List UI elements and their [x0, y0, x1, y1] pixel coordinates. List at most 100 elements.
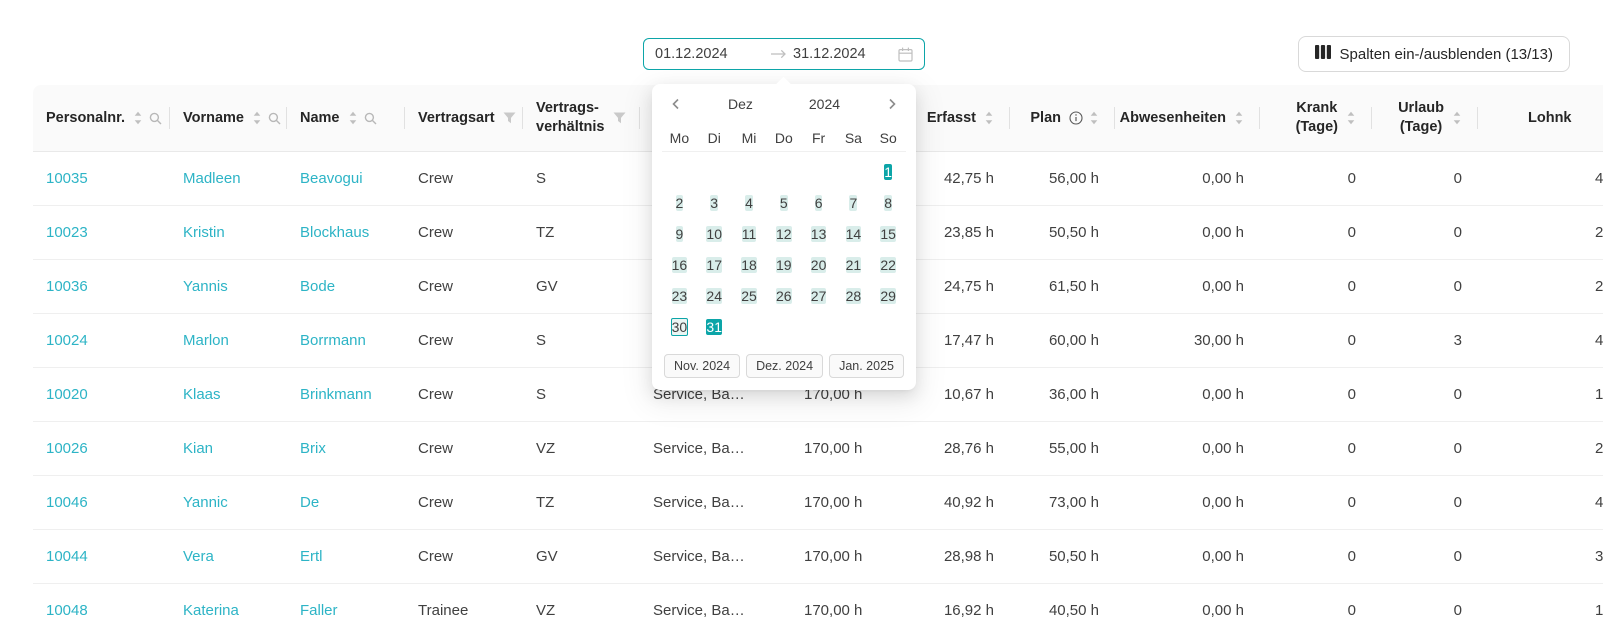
sort-icon[interactable] — [1452, 111, 1462, 125]
start-date-input[interactable]: 01.12.2024 — [655, 46, 728, 62]
day-cell[interactable]: 25 — [741, 287, 757, 304]
cell-vorname[interactable]: Katerina — [183, 602, 239, 619]
calendar-grid: 1 2 3 4 5 6 7 8 9 10 11 12 13 14 15 16 17 18 19 20 21 22 23 24 2… — [652, 156, 916, 342]
year-select[interactable]: 2024 — [808, 96, 841, 112]
column-header-vertragsverhaeltnis[interactable]: Vertrags-verhältnis — [523, 85, 640, 151]
day-cell[interactable]: 1 — [884, 163, 893, 180]
cell-abwesenheiten: 0,00 h — [1202, 494, 1244, 511]
cell-personalnr[interactable]: 10023 — [46, 224, 88, 241]
search-icon[interactable] — [364, 112, 377, 125]
column-header-name[interactable]: Name — [287, 85, 405, 151]
day-cell[interactable]: 11 — [741, 225, 757, 242]
cell-name[interactable]: Borrmann — [300, 332, 366, 349]
cell-vorname[interactable]: Yannis — [183, 278, 228, 295]
cell-name[interactable]: Brinkmann — [300, 386, 372, 403]
cell-name[interactable]: Bode — [300, 278, 336, 295]
month-select[interactable]: Dez — [727, 96, 753, 112]
day-cell[interactable]: 17 — [706, 256, 722, 273]
cell-name[interactable]: De — [300, 494, 320, 511]
sort-icon[interactable] — [1234, 111, 1244, 125]
column-header-vertragsart[interactable]: Vertragsart — [405, 85, 523, 151]
preset-button-jan-2025[interactable]: Jan. 2025 — [829, 354, 904, 378]
day-cell[interactable]: 14 — [845, 225, 862, 242]
cell-personalnr[interactable]: 10046 — [46, 494, 88, 511]
cell-personalnr[interactable]: 10024 — [46, 332, 88, 349]
column-header-personalnr[interactable]: Personalnr. — [33, 85, 170, 151]
column-header-abwesenheiten[interactable]: Abwesenheiten — [1115, 85, 1260, 151]
sort-icon[interactable] — [252, 111, 262, 125]
filter-icon[interactable] — [613, 112, 626, 124]
sort-icon[interactable] — [1089, 111, 1099, 125]
search-icon[interactable] — [268, 112, 281, 125]
cell-personalnr[interactable]: 10044 — [46, 548, 88, 565]
cell-name[interactable]: Ertl — [300, 548, 323, 565]
calendar-week-row: 16 17 18 19 20 21 22 — [652, 249, 916, 280]
cell-vorname[interactable]: Yannic — [183, 494, 228, 511]
cell-name[interactable]: Beavogui — [300, 170, 363, 187]
cell-personalnr[interactable]: 10026 — [46, 440, 88, 457]
columns-toggle-button[interactable]: Spalten ein-/ausblenden (13/13) — [1297, 36, 1570, 72]
sort-icon[interactable] — [984, 111, 994, 125]
day-cell[interactable]: 15 — [880, 225, 896, 242]
day-cell[interactable]: 26 — [776, 287, 792, 304]
day-cell[interactable]: 2 — [675, 194, 684, 211]
day-cell[interactable]: 6 — [814, 194, 823, 211]
cell-personalnr[interactable]: 10020 — [46, 386, 88, 403]
info-icon[interactable] — [1069, 111, 1083, 125]
cell-name[interactable]: Blockhaus — [300, 224, 370, 241]
cell-vorname[interactable]: Kristin — [183, 224, 225, 241]
day-cell[interactable]: 9 — [675, 225, 684, 242]
cell-vorname[interactable]: Kian — [183, 440, 214, 457]
cell-vorname[interactable]: Klaas — [183, 386, 221, 403]
cell-erfasst: 42,75 h — [943, 170, 994, 187]
day-cell[interactable]: 8 — [884, 194, 893, 211]
search-icon[interactable] — [149, 112, 162, 125]
filter-icon[interactable] — [503, 112, 516, 124]
next-month-button[interactable] — [886, 98, 898, 110]
end-date-input[interactable]: 31.12.2024 — [793, 46, 866, 62]
cell-personalnr[interactable]: 10035 — [46, 170, 88, 187]
weekday-row: Mo Di Mi Do Fr Sa So — [662, 124, 906, 152]
day-cell[interactable]: 18 — [741, 256, 757, 273]
cell-name[interactable]: Faller — [300, 602, 338, 619]
column-header-plan[interactable]: Plan — [1010, 85, 1115, 151]
column-header-vorname[interactable]: Vorname — [170, 85, 287, 151]
column-header-urlaub-tage[interactable]: Urlaub (Tage) — [1372, 85, 1478, 151]
day-cell[interactable]: 31 — [706, 318, 722, 335]
column-header-erfasst[interactable]: Erfasst — [902, 85, 1010, 151]
day-cell[interactable]: 19 — [776, 256, 792, 273]
day-cell[interactable]: 23 — [671, 287, 688, 304]
cell-personalnr[interactable]: 10048 — [46, 602, 88, 619]
day-cell[interactable]: 28 — [845, 287, 862, 304]
day-cell[interactable]: 22 — [880, 256, 896, 273]
sort-icon[interactable] — [348, 111, 358, 125]
cell-personalnr[interactable]: 10036 — [46, 278, 88, 295]
sort-icon[interactable] — [1346, 111, 1356, 125]
day-cell[interactable]: 16 — [671, 256, 688, 273]
day-cell[interactable]: 5 — [779, 194, 788, 211]
day-cell[interactable]: 27 — [810, 287, 827, 304]
column-header-krank-tage[interactable]: Krank (Tage) — [1260, 85, 1372, 151]
day-cell[interactable]: 21 — [845, 256, 862, 273]
day-cell[interactable]: 29 — [880, 287, 896, 304]
day-cell[interactable]: 3 — [710, 194, 719, 211]
day-cell[interactable]: 4 — [745, 194, 753, 211]
day-cell[interactable]: 12 — [776, 225, 792, 242]
day-cell[interactable]: 10 — [706, 225, 722, 242]
preset-button-nov-2024[interactable]: Nov. 2024 — [664, 354, 741, 378]
day-cell[interactable]: 24 — [706, 287, 722, 304]
cell-vorname[interactable]: Vera — [183, 548, 214, 565]
day-slot: 3 — [710, 191, 719, 215]
day-cell[interactable]: 7 — [849, 194, 858, 211]
prev-month-button[interactable] — [670, 98, 682, 110]
cell-vorname[interactable]: Marlon — [183, 332, 229, 349]
cell-vorname[interactable]: Madleen — [183, 170, 241, 187]
sort-icon[interactable] — [133, 111, 143, 125]
day-cell[interactable]: 13 — [810, 225, 827, 242]
preset-button-dez-2024[interactable]: Dez. 2024 — [746, 354, 824, 378]
date-range-picker[interactable]: 01.12.2024 31.12.2024 — [643, 38, 925, 70]
day-cell[interactable]: 20 — [810, 256, 827, 273]
cell-name[interactable]: Brix — [300, 440, 326, 457]
day-cell[interactable]: 30 — [670, 317, 689, 336]
